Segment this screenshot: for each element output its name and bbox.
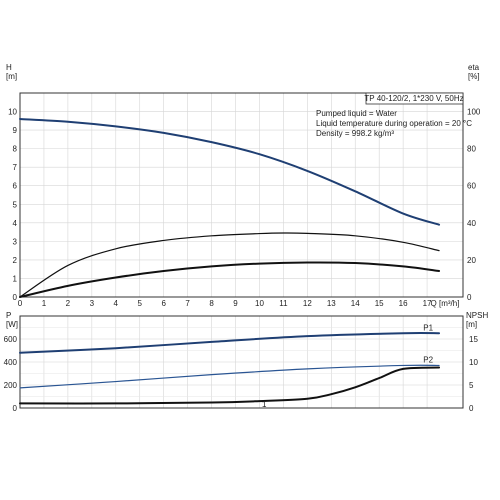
y-tick-label: 6 bbox=[13, 182, 18, 191]
x-tick-label: 10 bbox=[255, 299, 264, 308]
chart-annotation: Pumped liquid = Water bbox=[316, 109, 397, 118]
series-line-0 bbox=[19, 332, 441, 354]
x-tick-label: 11 bbox=[279, 299, 288, 308]
y-tick-label: 2 bbox=[13, 256, 18, 265]
x-tick-label: 14 bbox=[351, 299, 360, 308]
y-tick-label: 5 bbox=[13, 200, 18, 209]
y-tick-label: 4 bbox=[13, 219, 18, 228]
power-npsh-panel: 0 200 400 600 0 5 10 15 P [W] NPSH [m] P1 P2 1 bbox=[4, 311, 489, 413]
series-line-0 bbox=[19, 117, 441, 226]
y-tick-label: 10 bbox=[8, 108, 17, 117]
x-tick-label: 15 bbox=[375, 299, 384, 308]
y-tick-label: 0 bbox=[13, 293, 18, 302]
head-efficiency-panel: 0 1 2 3 4 5 6 7 8 9 10 11 12 13 14 15 16 1701234567891002… bbox=[6, 63, 481, 308]
x-tick-label: 8 bbox=[209, 299, 214, 308]
series-line-1 bbox=[19, 232, 440, 298]
x-tick-label: 7 bbox=[185, 299, 190, 308]
plot-frame bbox=[19, 315, 464, 409]
y-tick-label: 9 bbox=[13, 126, 18, 135]
y2-tick-label: 0 bbox=[467, 293, 472, 302]
y-tick-label: 0 bbox=[13, 404, 18, 413]
x-tick-label: 16 bbox=[399, 299, 408, 308]
series-line-1 bbox=[19, 364, 440, 389]
y2-axis-label: NPSH [m] bbox=[466, 311, 488, 329]
y2-tick-label: 5 bbox=[469, 381, 474, 390]
y-tick-label: 8 bbox=[13, 145, 18, 154]
y2-tick-label: 100 bbox=[467, 108, 481, 117]
y2-tick-label: 15 bbox=[469, 335, 478, 344]
y2-tick-label: 60 bbox=[467, 182, 476, 191]
y-tick-label: 600 bbox=[4, 335, 18, 344]
y2-tick-label: 0 bbox=[469, 404, 474, 413]
curve-annotation: 1 bbox=[262, 400, 267, 409]
series-label-p1: P1 bbox=[423, 323, 433, 332]
y-tick-label: 1 bbox=[13, 274, 18, 283]
y2-tick-label: 80 bbox=[467, 145, 476, 154]
series-line-2 bbox=[19, 261, 441, 298]
y2-tick-label: 40 bbox=[467, 219, 476, 228]
x-tick-label: 12 bbox=[303, 299, 312, 308]
y-tick-label: 7 bbox=[13, 163, 18, 172]
y-axis-label: P [W] bbox=[6, 311, 18, 329]
y2-tick-label: 20 bbox=[467, 256, 476, 265]
x-tick-label: 3 bbox=[90, 299, 95, 308]
x-tick-label: 13 bbox=[327, 299, 336, 308]
x-tick-label: 1 bbox=[42, 299, 47, 308]
plot-area bbox=[20, 93, 463, 297]
plot-frame bbox=[19, 92, 464, 298]
y-tick-label: 400 bbox=[4, 358, 18, 367]
series-label-p2: P2 bbox=[423, 355, 433, 364]
chart-annotation: Liquid temperature during operation = 20… bbox=[316, 119, 472, 128]
y-tick-label: 200 bbox=[4, 381, 18, 390]
chart-title: TP 40-120/2, 1*230 V, 50Hz bbox=[364, 94, 463, 103]
x-tick-label: 0 bbox=[18, 299, 23, 308]
y2-axis-label: eta [%] bbox=[468, 63, 480, 81]
x-tick-label: 9 bbox=[233, 299, 238, 308]
x-tick-label: 6 bbox=[161, 299, 166, 308]
x-tick-label: 5 bbox=[138, 299, 143, 308]
x-axis-label: Q [m³/h] bbox=[431, 299, 460, 308]
y2-tick-label: 10 bbox=[469, 358, 478, 367]
chart-annotation: Density = 998.2 kg/m³ bbox=[316, 129, 394, 138]
y-tick-label: 3 bbox=[13, 237, 18, 246]
series-line-2 bbox=[19, 366, 441, 405]
x-tick-label: 4 bbox=[114, 299, 119, 308]
y-axis-label: H [m] bbox=[6, 63, 17, 81]
x-tick-label: 17 bbox=[423, 299, 432, 308]
x-tick-label: 2 bbox=[66, 299, 71, 308]
title-box bbox=[365, 92, 464, 105]
